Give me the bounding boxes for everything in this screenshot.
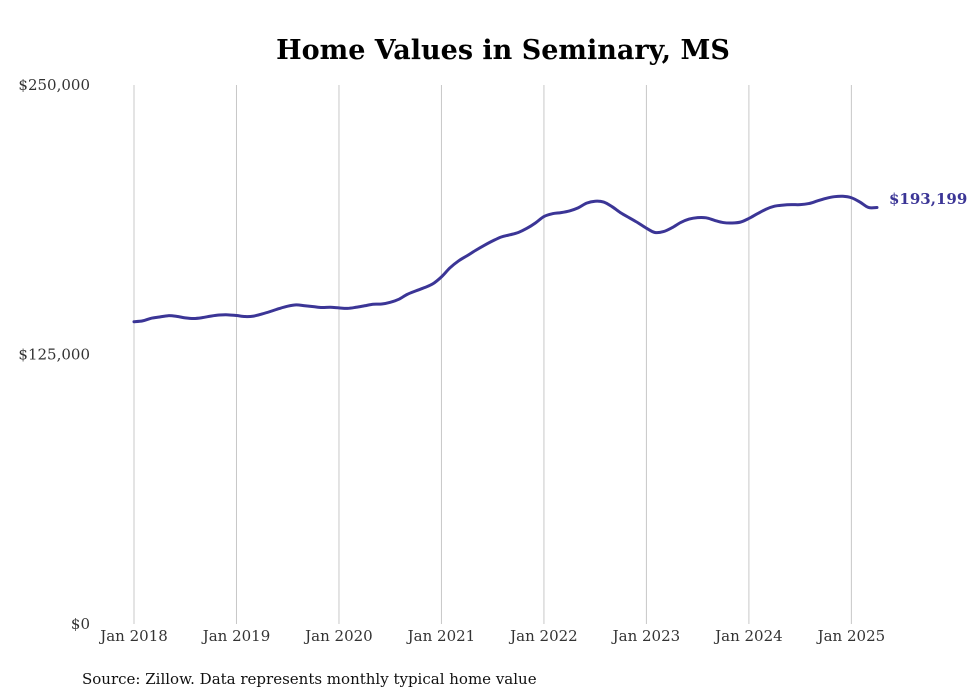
x-tick-label: Jan 2021 — [406, 627, 476, 645]
x-tick-label: Jan 2025 — [816, 627, 886, 645]
chart-title: Home Values in Seminary, MS — [276, 35, 730, 66]
end-value-label: $193,199 — [889, 190, 967, 208]
y-tick-label: $0 — [71, 615, 90, 633]
x-tick-label: Jan 2019 — [201, 627, 271, 645]
x-tick-label: Jan 2020 — [303, 627, 373, 645]
home-value-line — [132, 194, 879, 324]
y-tick-label: $250,000 — [18, 76, 90, 94]
x-axis-ticks: Jan 2018 Jan 2019 Jan 2020 Jan 2021 Jan 2022… — [98, 627, 885, 645]
y-axis-ticks: $0 $125,000 $250,000 — [18, 76, 90, 633]
source-note: Source: Zillow. Data represents monthly … — [82, 670, 537, 688]
x-tick-label: Jan 2024 — [713, 627, 783, 645]
grid-lines — [133, 85, 852, 624]
x-tick-label: Jan 2018 — [98, 627, 168, 645]
y-tick-label: $125,000 — [18, 346, 90, 364]
x-tick-label: Jan 2023 — [611, 627, 681, 645]
series-layer — [132, 194, 879, 324]
x-tick-label: Jan 2022 — [508, 627, 578, 645]
